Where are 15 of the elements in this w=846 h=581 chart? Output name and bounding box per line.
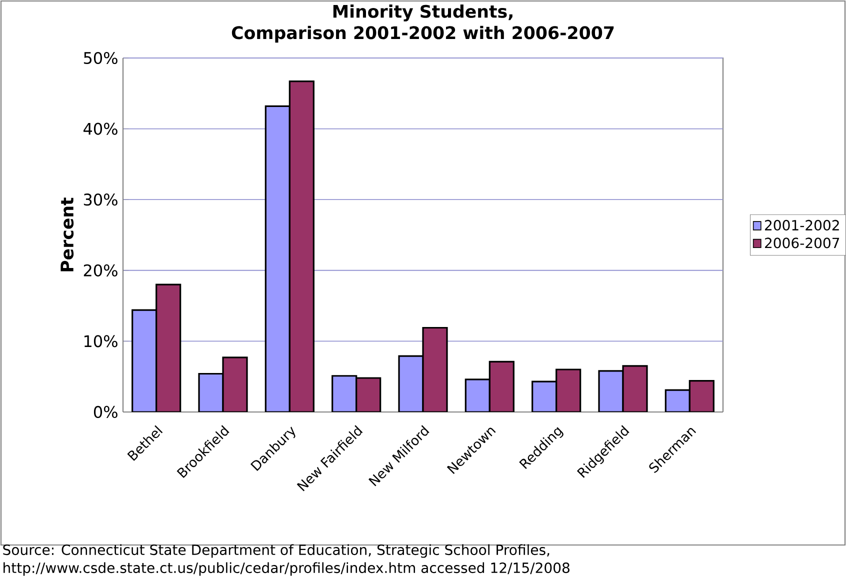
y-tick-label: 50% [84, 52, 118, 64]
y-tick-label: 30% [84, 194, 118, 206]
text: http://www.csde.state.ct.us/public/cedar/profiles/index.htm accessed 12/15/2008 [4, 562, 570, 576]
chart-title: Minority Students, Comparison 2001-2002 with 2006-2007 [232, 4, 614, 43]
y-tick-label: 20% [84, 264, 118, 276]
y-tick-label: 10% [84, 335, 118, 348]
y-tick-label: 0% [94, 406, 118, 418]
source-note: Source: Connecticut State Department of Education, Strategic School Profiles, [3, 544, 550, 558]
bar [264, 105, 290, 412]
y-axis-title: Percent [60, 198, 74, 272]
bar [132, 309, 158, 412]
legend-label: 2006-2007 [765, 238, 840, 248]
legend-label: 2001-2002 [765, 220, 839, 231]
y-tick-label: 40% [84, 122, 118, 135]
bar [332, 375, 358, 412]
